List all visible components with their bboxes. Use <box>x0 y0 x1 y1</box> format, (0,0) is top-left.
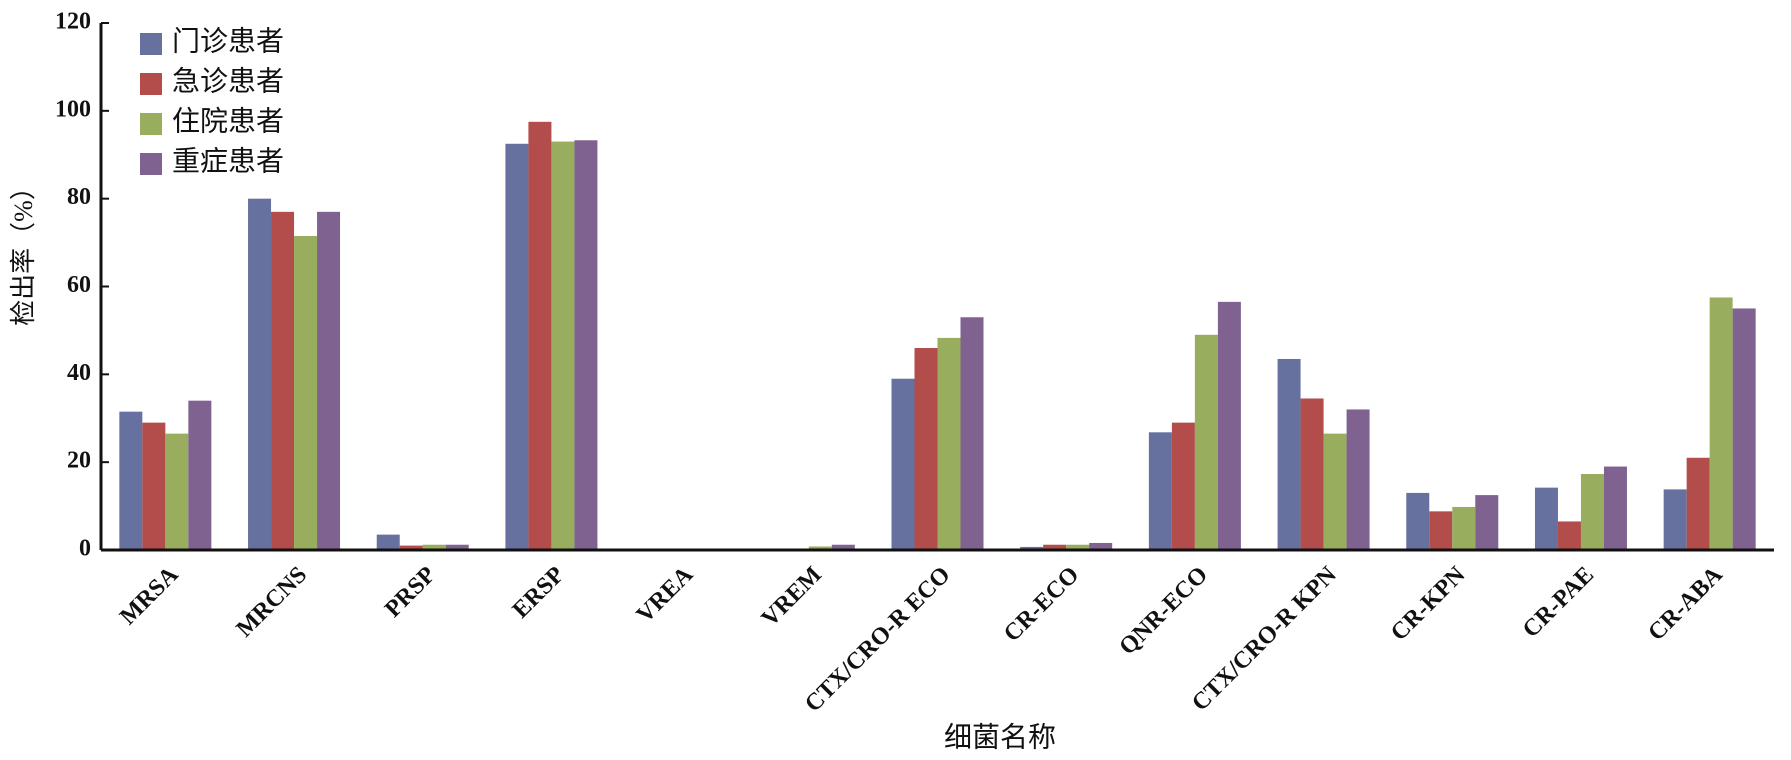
x-tick-label: VREA <box>632 561 699 628</box>
legend-swatch <box>140 73 162 95</box>
bar <box>165 433 189 550</box>
bar <box>1580 474 1604 550</box>
y-tick-label: 120 <box>55 9 91 35</box>
bar <box>119 411 143 550</box>
y-tick-label: 80 <box>67 184 91 210</box>
bar <box>831 544 855 550</box>
legend-swatch <box>140 153 162 175</box>
bar <box>960 317 984 550</box>
bar <box>445 544 469 550</box>
bar <box>914 347 938 550</box>
x-tick-label: CR-KPN <box>1386 561 1471 646</box>
bar <box>271 211 295 550</box>
bar <box>1603 466 1627 550</box>
bar <box>294 235 318 550</box>
bar <box>1709 297 1733 550</box>
bar <box>1686 457 1710 550</box>
x-tick-label: PRSP <box>380 562 441 623</box>
x-tick-label: CR-ABA <box>1643 561 1728 646</box>
bar <box>808 546 832 550</box>
y-tick-label: 60 <box>67 272 91 298</box>
bar <box>142 422 166 550</box>
bar <box>1346 409 1370 550</box>
legend-swatch <box>140 33 162 55</box>
bar <box>1429 511 1453 550</box>
bar <box>399 545 423 550</box>
bar <box>1406 492 1430 550</box>
x-tick-label: MRCNS <box>232 562 313 643</box>
y-tick-label: 20 <box>67 448 91 474</box>
bar <box>1066 544 1090 550</box>
bar <box>1557 521 1581 550</box>
bar <box>1194 334 1218 550</box>
bar <box>1300 398 1324 550</box>
bar <box>1475 495 1499 550</box>
bar <box>1089 542 1113 550</box>
legend-label: 急诊患者 <box>172 65 284 97</box>
bar <box>1323 433 1347 550</box>
bar <box>1452 506 1476 550</box>
x-tick-label: CTX/CRO-R KPN <box>1187 561 1342 716</box>
bar <box>1277 358 1301 550</box>
x-tick-label: MRSA <box>115 561 184 630</box>
y-tick-label: 40 <box>67 360 91 386</box>
y-axis-title: 检出率（%） <box>9 174 38 326</box>
bar <box>1020 546 1044 550</box>
bar <box>1171 422 1195 550</box>
bar <box>937 337 961 550</box>
bar <box>188 400 212 550</box>
bar <box>1043 544 1067 550</box>
bar <box>317 211 341 550</box>
legend-label: 门诊患者 <box>172 25 284 57</box>
legend-swatch <box>140 113 162 135</box>
bar <box>528 121 552 550</box>
bar <box>1732 308 1756 550</box>
legend-label: 重症患者 <box>172 145 284 177</box>
bar <box>1534 487 1558 550</box>
x-tick-label: QNR-ECO <box>1114 562 1213 661</box>
bar <box>1217 301 1241 550</box>
bar <box>574 140 598 550</box>
bar <box>248 198 272 550</box>
bar <box>1663 489 1687 550</box>
bar <box>551 141 575 550</box>
bar <box>891 378 915 550</box>
x-tick-label: CR-ECO <box>999 562 1084 647</box>
bar <box>422 544 446 550</box>
y-tick-label: 0 <box>79 536 91 562</box>
bar <box>1148 432 1172 550</box>
legend-label: 住院患者 <box>172 105 284 137</box>
y-tick-label: 100 <box>55 96 91 122</box>
x-tick-label: ERSP <box>508 562 570 624</box>
x-tick-label: CR-PAE <box>1518 562 1599 643</box>
x-axis-title: 细菌名称 <box>944 721 1056 753</box>
bar <box>376 534 400 550</box>
bar <box>505 143 529 551</box>
x-tick-label: CTX/CRO-R ECO <box>800 562 956 718</box>
x-tick-label: VREM <box>757 562 827 632</box>
